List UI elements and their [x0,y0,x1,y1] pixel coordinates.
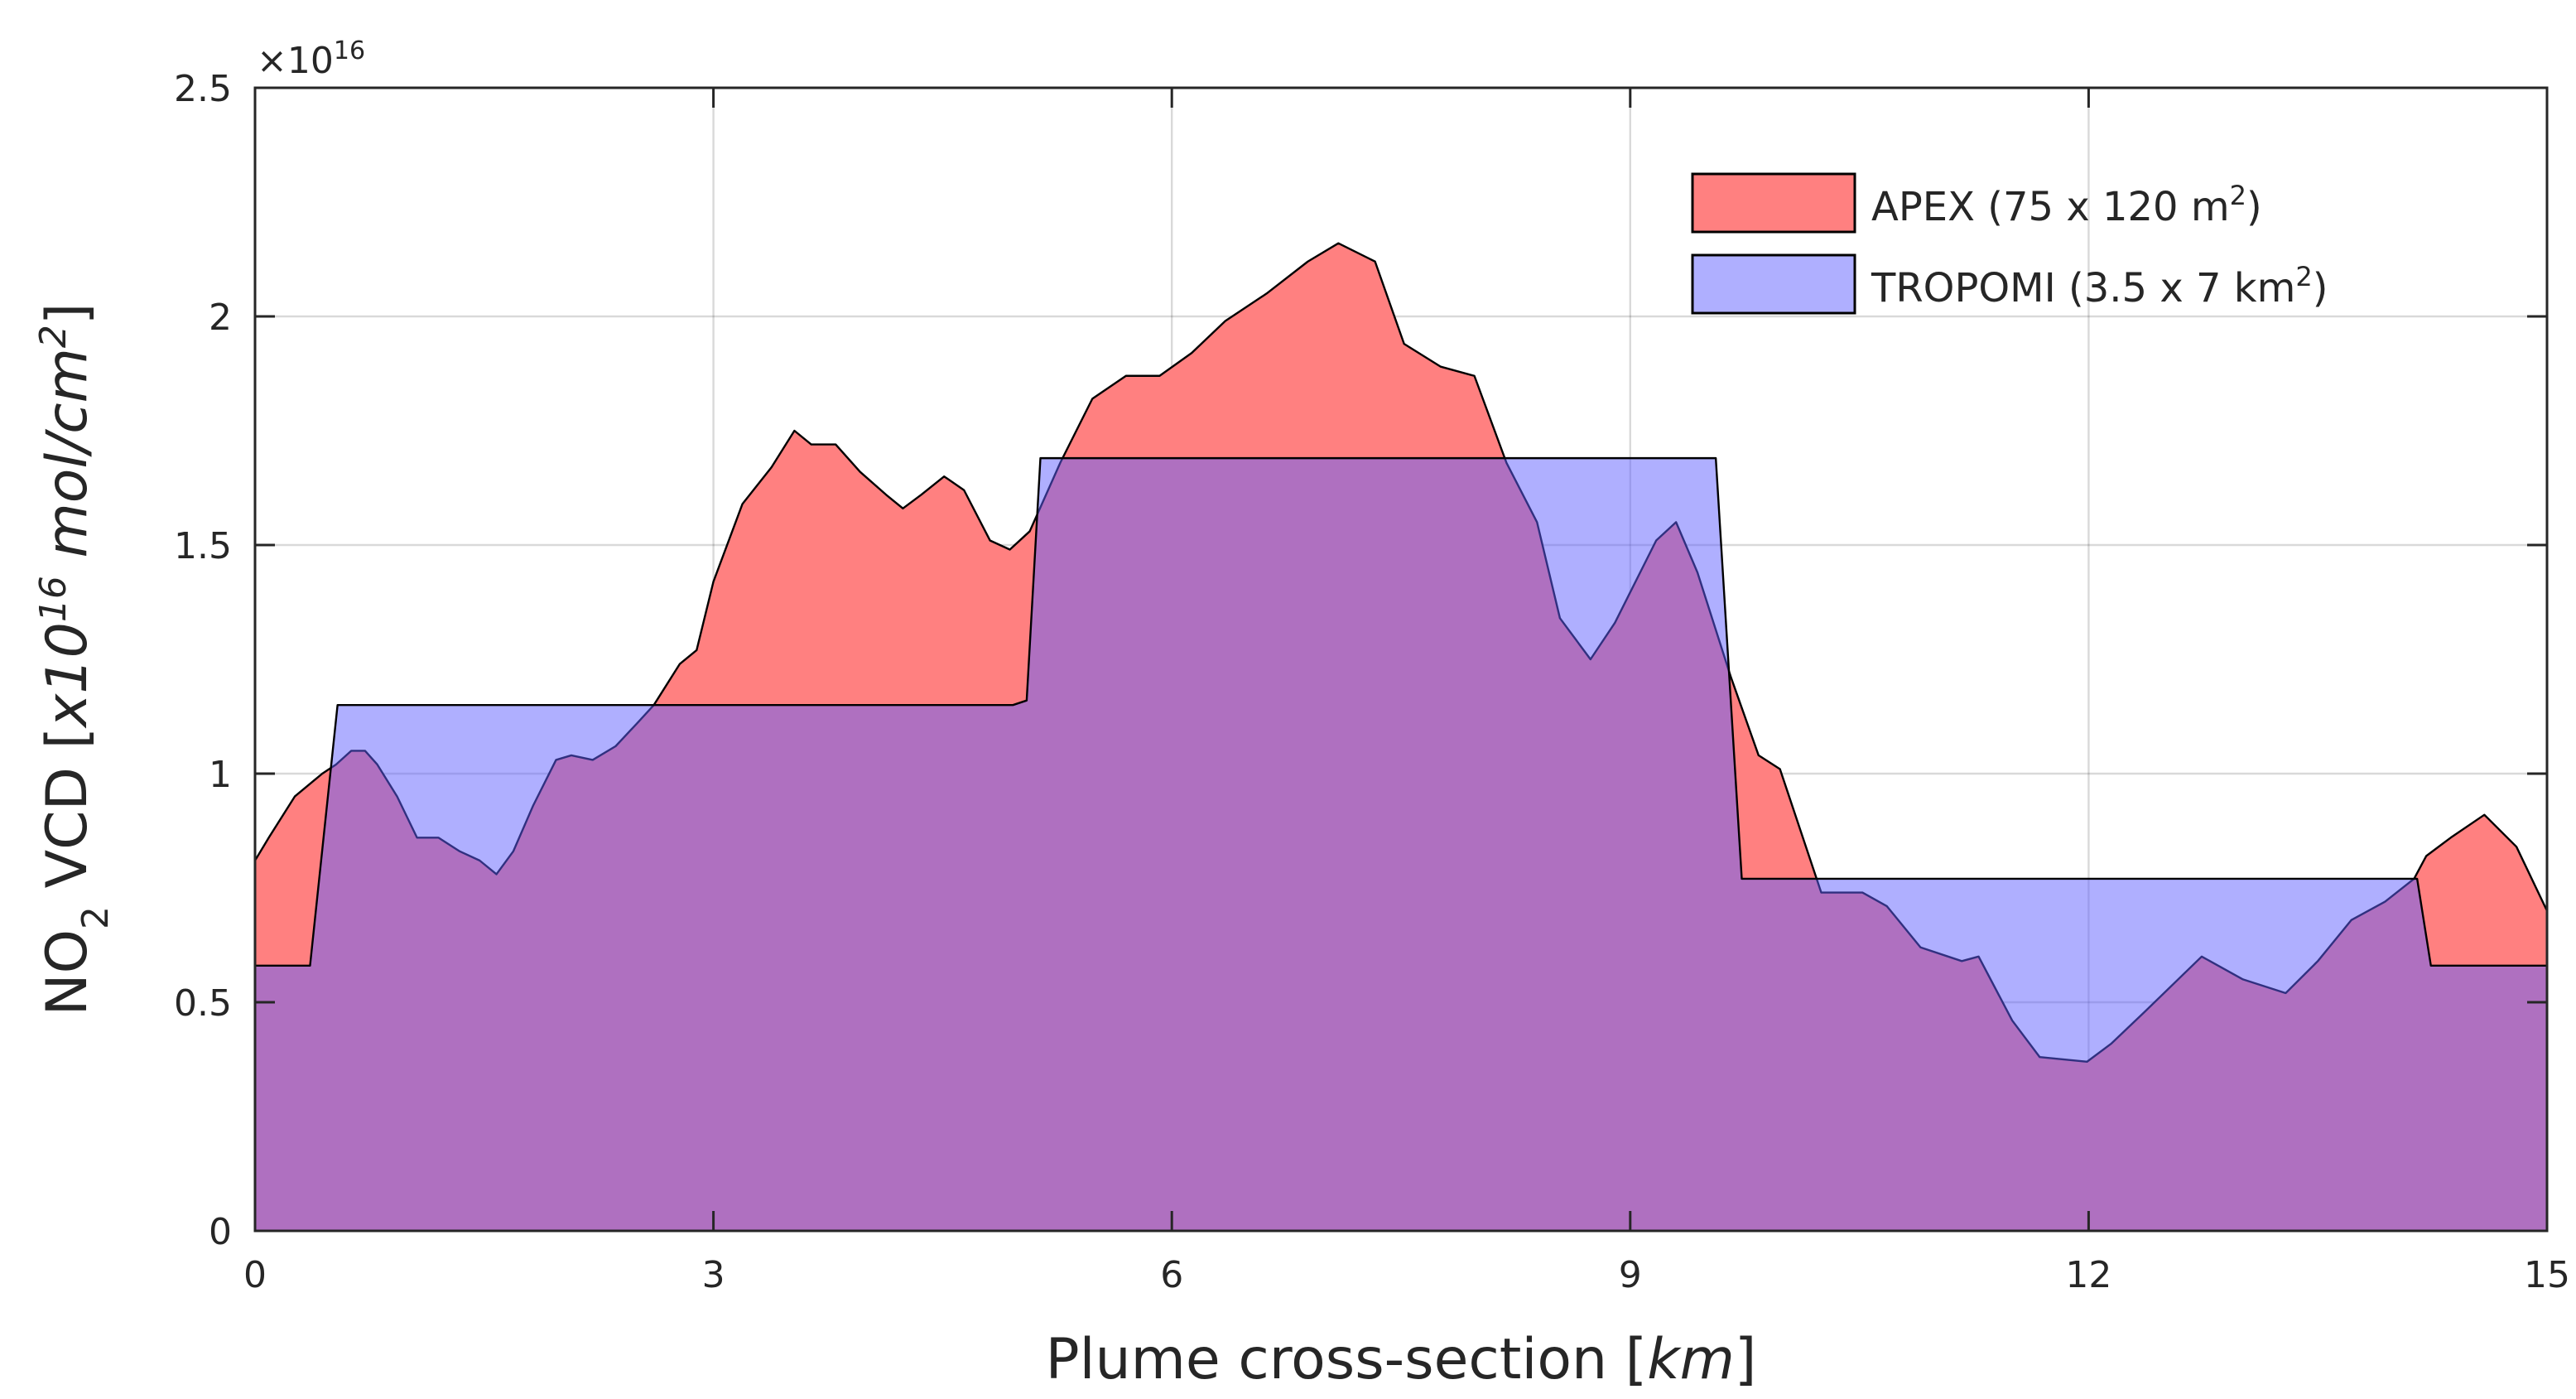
legend-label-part: TROPOMI (3.5 x 7 km [1871,265,2295,311]
y-multiplier-exponent: 16 [334,36,365,65]
y-tick-label: 0.5 [174,982,232,1025]
legend-label-part: 2 [2230,180,2246,211]
area [253,456,2549,1233]
x-label-part: ] [1735,1327,1757,1392]
y-tick-label: 0 [209,1211,232,1253]
axes-box [253,86,2549,1233]
legend-label-part: ) [2246,184,2262,230]
y-label-part: 16 [32,576,75,622]
x-tick-label: 12 [2065,1254,2111,1296]
x-tick-label: 0 [243,1254,267,1296]
legend-label-part: APEX (75 x 120 m [1871,184,2230,230]
x-tick-label: 9 [1619,1254,1642,1296]
y-tick-label: 2.5 [174,68,232,110]
y-tick-label: 1.5 [174,525,232,567]
legend-label: TROPOMI (3.5 x 7 km2) [1871,261,2328,311]
legend-label-part: ) [2313,265,2328,311]
y-label-part: ] [35,303,100,326]
legend-label: APEX (75 x 120 m2) [1871,180,2262,230]
x-label-part: Plume cross-section [ [1046,1327,1648,1392]
y-label-part: 2 [32,325,75,348]
y-label-part: mol/cm [35,348,100,576]
y-tick-label: 1 [209,754,232,796]
x-tick-label: 15 [2524,1254,2570,1296]
legend-swatch [1691,172,1856,234]
y-label-part: VCD [ [35,727,100,906]
x-tick-label: 6 [1160,1254,1183,1296]
x-tick-label: 3 [702,1254,725,1296]
y-label-part: NO [35,929,100,1015]
y-multiplier-base: ×10 [257,40,334,82]
y-label-part: 2 [75,906,117,929]
y-label-part: x10 [35,622,100,729]
y-tick-label: 2 [209,297,232,339]
y-multiplier: ×1016 [257,36,365,83]
legend-swatch [1691,253,1856,315]
y-axis-label: NO2 VCD [x1016 mol/cm2] [32,303,117,1016]
x-axis-label: Plume cross-section [km] [1046,1327,1757,1392]
legend-label-part: 2 [2295,261,2312,292]
x-label-part: km [1647,1327,1735,1392]
